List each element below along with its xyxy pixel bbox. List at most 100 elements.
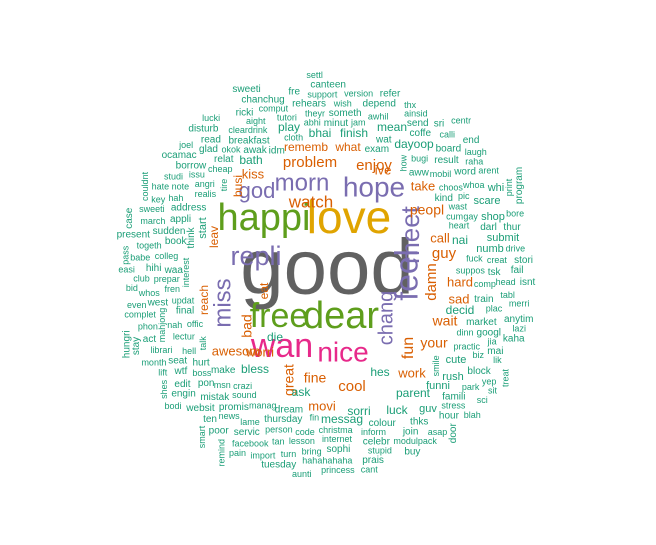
word-23: wait	[432, 313, 458, 329]
word-218: act	[143, 334, 157, 345]
word-157: awhil	[368, 112, 389, 122]
word-115: code	[295, 427, 315, 437]
word-263: treat	[501, 369, 511, 388]
word-142: biz	[473, 350, 485, 360]
word-117: promis	[219, 402, 249, 413]
word-113: mobil	[430, 169, 452, 179]
word-119: hell	[182, 346, 196, 356]
word-98: fuck	[466, 254, 483, 264]
word-192: websit	[185, 403, 215, 414]
word-36: ive	[375, 162, 392, 177]
word-261: stay	[131, 337, 142, 355]
word-5: free	[250, 297, 309, 335]
word-270: pain	[229, 448, 246, 458]
word-73: interest	[181, 257, 191, 287]
word-178: borrow	[176, 161, 207, 172]
word-77: kind	[435, 193, 453, 204]
word-21: guy	[432, 245, 457, 262]
word-170: block	[467, 366, 491, 377]
word-196: sweeti	[139, 204, 165, 214]
word-110: book	[165, 236, 188, 247]
word-46: decid	[446, 303, 475, 317]
word-29: call	[430, 230, 450, 245]
word-145: cloth	[284, 132, 303, 142]
word-111: waa	[164, 265, 184, 276]
word-63: scare	[474, 195, 501, 207]
word-116: prepar	[154, 274, 180, 284]
word-275: program	[514, 167, 525, 204]
word-83: offic	[187, 319, 204, 329]
word-47: parent	[396, 386, 431, 400]
word-78: crazi	[233, 381, 252, 391]
word-171: aight	[246, 116, 266, 126]
word-112: msn	[214, 380, 231, 390]
word-276: remind	[216, 439, 226, 467]
word-240: kaha	[503, 334, 525, 345]
word-60: mean	[377, 120, 407, 134]
word-2: love	[307, 191, 391, 243]
word-228: version	[344, 89, 373, 99]
word-31: hard	[447, 274, 473, 289]
word-216: lik	[493, 355, 502, 365]
word-13: morn	[275, 169, 330, 196]
word-257: cant	[361, 465, 379, 475]
word-188: engin	[171, 389, 195, 400]
word-244: present	[117, 230, 151, 241]
word-208: complet	[124, 310, 156, 320]
word-25: great	[281, 364, 297, 396]
word-131: cleardrink	[228, 125, 268, 135]
word-249: even	[127, 300, 147, 310]
word-79: exam	[365, 144, 389, 155]
word-266: lazi	[512, 323, 526, 333]
word-32: sad	[449, 291, 470, 306]
word-193: idm	[269, 145, 285, 156]
word-278: centr	[451, 115, 471, 125]
word-177: head	[496, 277, 516, 287]
word-135: result	[434, 155, 459, 166]
word-248: isnt	[520, 277, 536, 288]
word-105: fren	[164, 284, 180, 294]
word-27: fine	[304, 370, 327, 386]
word-10: hope	[343, 171, 405, 202]
word-280: sweeti	[232, 84, 260, 95]
word-272: case	[124, 207, 135, 229]
word-34: awesom	[212, 343, 260, 358]
word-141: tutori	[277, 112, 297, 122]
word-12: miss	[209, 278, 236, 327]
word-220: merri	[509, 299, 530, 309]
word-158: west	[147, 297, 169, 308]
word-103: bugi	[411, 153, 428, 163]
word-54: sorri	[347, 404, 370, 418]
word-161: news	[219, 411, 241, 421]
word-210: calli	[440, 130, 456, 140]
word-245: fre	[288, 86, 300, 97]
word-61: dayoop	[394, 137, 434, 151]
word-62: whi	[487, 182, 505, 194]
word-274: couldnt	[140, 171, 150, 201]
word-146: pic	[458, 191, 470, 201]
word-150: googl	[477, 327, 501, 338]
word-223: hate	[152, 182, 170, 192]
word-264: door	[448, 423, 459, 444]
word-71: tire	[219, 179, 229, 192]
word-269: end	[463, 135, 480, 146]
word-20: peopl	[410, 202, 444, 218]
word-214: poor	[209, 425, 230, 436]
word-176: whos	[138, 288, 161, 298]
word-265: hungri	[121, 330, 132, 358]
word-58: bhai	[309, 126, 332, 140]
word-49: bath	[239, 153, 262, 167]
word-181: depend	[363, 99, 396, 110]
word-122: relat	[214, 154, 234, 165]
word-189: support	[307, 89, 338, 99]
word-100: breakfast	[228, 135, 269, 146]
word-273: smart	[197, 425, 207, 448]
word-172: tan	[272, 437, 285, 447]
word-50: start	[197, 217, 209, 238]
word-123: internet	[322, 434, 353, 444]
word-211: ricki	[236, 107, 254, 118]
word-205: wat	[375, 135, 392, 146]
word-164: wtf	[174, 366, 188, 377]
word-9: meet	[395, 205, 425, 264]
word-259: smile	[431, 355, 441, 376]
